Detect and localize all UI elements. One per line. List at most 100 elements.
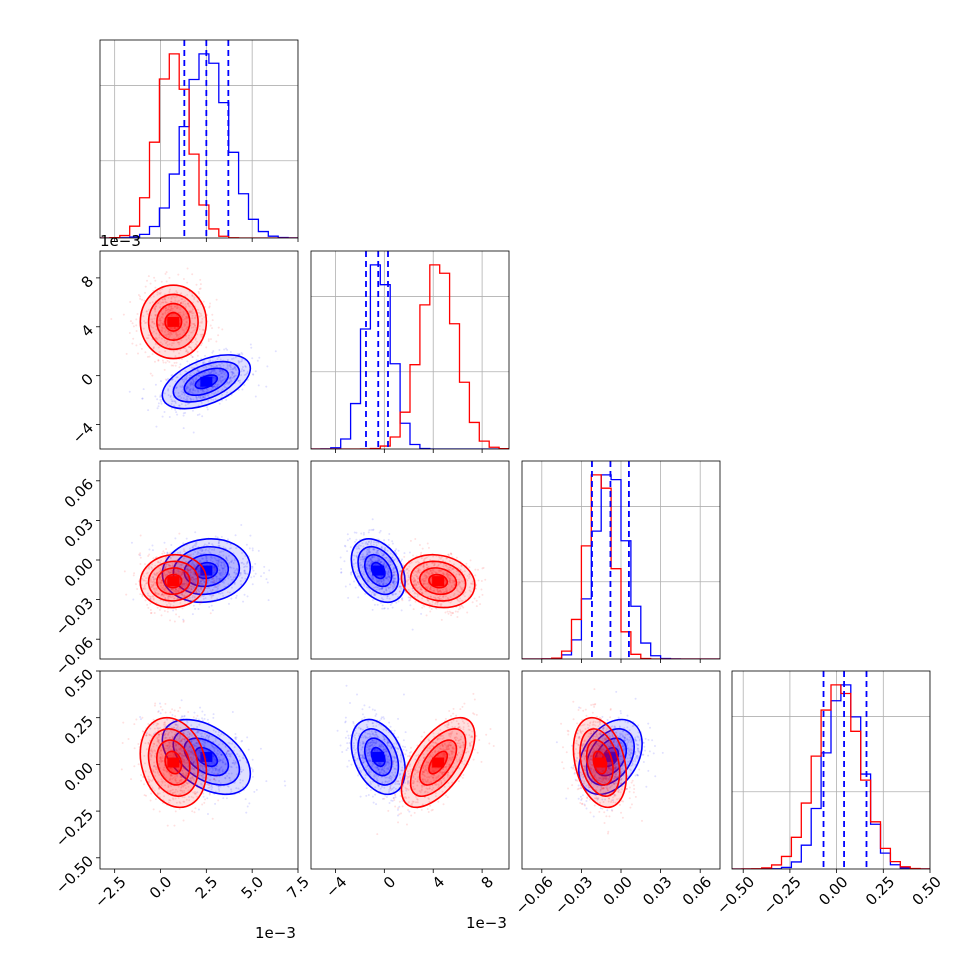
scatter-point <box>195 398 198 401</box>
scatter-point <box>185 560 188 563</box>
scatter-point <box>223 373 226 376</box>
scatter-point <box>213 376 216 379</box>
scatter-point <box>248 547 251 550</box>
scatter-point <box>192 388 195 391</box>
scatter-point <box>228 561 231 564</box>
scatter-point <box>174 364 177 367</box>
scatter-point <box>189 571 192 574</box>
scatter-point <box>157 593 160 596</box>
scatter-point <box>163 368 166 371</box>
scatter-point <box>220 399 223 402</box>
scatter-point <box>183 300 186 303</box>
scatter-point <box>241 557 244 560</box>
scatter-point <box>207 542 210 545</box>
scatter-point <box>244 365 247 368</box>
scatter-point <box>205 557 208 560</box>
scatter-point <box>163 330 166 333</box>
scatter-point <box>193 543 196 546</box>
scatter-point <box>155 305 158 308</box>
scatter-point <box>211 369 214 372</box>
scatter-point <box>169 619 172 622</box>
scatter-point <box>232 372 235 375</box>
scatter-point <box>218 373 221 376</box>
scatter-point <box>191 273 194 276</box>
scatter-point <box>193 317 196 320</box>
scatter-point <box>346 550 349 553</box>
scatter-point <box>175 361 178 364</box>
scatter-point <box>211 560 214 563</box>
scatter-point <box>191 579 194 582</box>
scatter-point <box>169 309 172 312</box>
scatter-point <box>206 406 209 409</box>
scatter-point <box>153 322 156 325</box>
scatter-point <box>147 275 150 278</box>
scatter-point <box>182 618 185 621</box>
scatter-point <box>211 588 214 591</box>
scatter-point <box>174 380 177 383</box>
scatter-point <box>198 374 201 377</box>
scatter-point <box>246 595 249 598</box>
scatter-point <box>162 324 165 327</box>
density-peak-red <box>167 576 180 587</box>
scatter-point <box>350 573 353 576</box>
scatter-point <box>223 573 226 576</box>
scatter-point <box>187 554 190 557</box>
scatter-point <box>196 300 199 303</box>
scatter-point <box>186 588 189 591</box>
scatter-point <box>166 573 169 576</box>
scatter-point <box>183 557 186 560</box>
scatter-point <box>159 319 162 322</box>
scatter-point <box>201 710 204 713</box>
scatter-point <box>376 603 379 606</box>
scatter-point <box>164 361 167 364</box>
scatter-point <box>217 565 220 568</box>
scatter-point <box>235 567 238 570</box>
scatter-point <box>179 319 182 322</box>
scatter-point <box>163 567 166 570</box>
scatter-point <box>139 534 142 537</box>
scatter-point <box>212 567 215 570</box>
scatter-point <box>203 543 206 546</box>
scatter-point <box>192 570 195 573</box>
scatter-point <box>151 301 154 304</box>
scatter-point <box>147 409 150 412</box>
scatter-point <box>155 302 158 305</box>
scatter-point <box>191 331 194 334</box>
scatter-point <box>172 331 175 334</box>
scatter-point <box>211 327 214 330</box>
scatter-point <box>155 425 158 428</box>
scatter-point <box>224 578 227 581</box>
scatter-point <box>190 391 193 394</box>
scatter-point <box>190 378 193 381</box>
scatter-point <box>223 378 226 381</box>
scatter-point <box>220 369 223 372</box>
scatter-point <box>210 604 213 607</box>
scatter-point <box>215 575 218 578</box>
scatter-point <box>168 306 171 309</box>
scatter-point <box>216 559 219 562</box>
scatter-point <box>213 556 216 559</box>
scatter-point <box>174 305 177 308</box>
scatter-point <box>139 593 142 596</box>
scatter-point <box>168 276 171 279</box>
scatter-point <box>255 788 258 791</box>
scatter-point <box>225 367 228 370</box>
scatter-point <box>240 583 243 586</box>
scatter-point <box>230 566 233 569</box>
scatter-point <box>155 337 158 340</box>
scatter-point <box>189 590 192 593</box>
scatter-point <box>196 567 199 570</box>
scatter-point <box>166 588 169 591</box>
scatter-point <box>203 576 206 579</box>
scatter-point <box>142 327 145 330</box>
scatter-point <box>189 569 192 572</box>
scatter-point <box>178 615 181 618</box>
scatter-point <box>174 332 177 335</box>
scatter-point <box>191 545 194 548</box>
scatter-point <box>209 563 212 566</box>
scatter-point <box>196 308 199 311</box>
scatter-point <box>202 361 205 364</box>
scatter-point <box>171 309 174 312</box>
scatter-point <box>221 388 224 391</box>
scatter-point <box>235 572 238 575</box>
